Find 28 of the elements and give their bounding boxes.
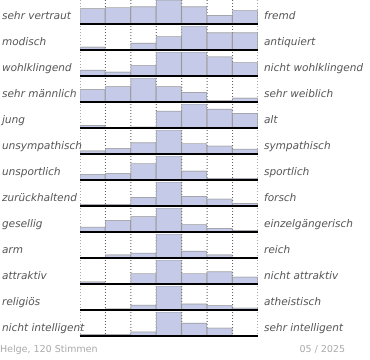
y-axis-title: attraktiv [1, 270, 48, 284]
y-axis-title: sehr vertraut [1, 10, 72, 24]
y-axis-title: unsympathisch [1, 140, 82, 154]
y-axis-title: zurückhaltend [1, 192, 78, 206]
y-axis-title: unsportlich [1, 166, 62, 180]
y-axis-title: sehr männlich [1, 88, 78, 102]
y2-axis-title: sehr intelligent [263, 322, 344, 336]
y-axis-title: gesellig [1, 218, 44, 232]
y-axis-title: religiös [1, 296, 42, 310]
y2-axis-title: nicht wohlklingend [263, 62, 364, 76]
y2-axis-title: sportlich [263, 166, 310, 180]
text: 05 / 2025 [299, 344, 345, 355]
y2-axis-title: sympathisch [263, 140, 331, 154]
y2-axis-title: antiquiert [263, 36, 316, 50]
y2-axis-title: forsch [263, 192, 296, 206]
y2-axis-title: einzelgängerisch [263, 218, 353, 232]
y2-axis-title: nicht attraktiv [263, 270, 338, 284]
y2-axis-title: fremd [263, 10, 296, 24]
y2-axis-title: sehr weiblich [263, 88, 334, 102]
y-axis-title: arm [1, 244, 24, 258]
y-axis-title: nicht intelligent [1, 322, 84, 336]
y-axis-title: wohlklingend [1, 62, 73, 76]
y2-axis-title: reich [263, 244, 290, 258]
y-axis-title: modisch [1, 36, 48, 50]
y2-axis-title: alt [263, 114, 278, 128]
text: Helge, 120 Stimmen [0, 344, 98, 355]
y2-axis-title: atheistisch [263, 296, 321, 310]
y-axis-title: jung [0, 114, 26, 128]
